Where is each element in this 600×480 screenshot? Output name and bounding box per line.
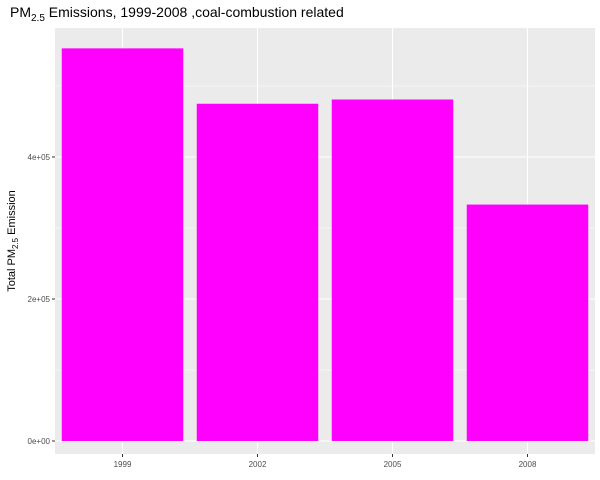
x-tick-label: 1999 — [114, 460, 132, 469]
y-axis-title: Total PM2.5 Emission — [6, 190, 20, 292]
y-axis: 0e+00 2e+05 4e+05 — [28, 153, 55, 446]
x-tick-label: 2002 — [249, 460, 267, 469]
bar-2008 — [466, 204, 589, 441]
bar-1999 — [61, 48, 184, 442]
y-tick-label: 4e+05 — [28, 153, 51, 162]
chart-title-subscript: 2.5 — [31, 13, 45, 24]
x-tick-label: 2005 — [384, 460, 402, 469]
x-tick-label: 2008 — [519, 460, 537, 469]
y-axis-title-subscript: 2.5 — [11, 237, 20, 249]
y-axis-title-prefix: Total PM — [6, 249, 18, 292]
x-axis: 1999 2002 2005 2008 — [114, 454, 537, 469]
y-axis-title-suffix: Emission — [6, 190, 18, 238]
bar-2002 — [196, 103, 319, 441]
y-tick-label: 0e+00 — [28, 437, 51, 446]
chart-title-prefix: PM — [10, 4, 31, 20]
chart-title-suffix: Emissions, 1999-2008 ,coal-combustion re… — [45, 4, 344, 20]
y-tick-label: 2e+05 — [28, 295, 51, 304]
chart-title: PM2.5 Emissions, 1999-2008 ,coal-combust… — [10, 4, 344, 24]
bar-2005 — [331, 99, 454, 442]
bars — [61, 48, 589, 442]
